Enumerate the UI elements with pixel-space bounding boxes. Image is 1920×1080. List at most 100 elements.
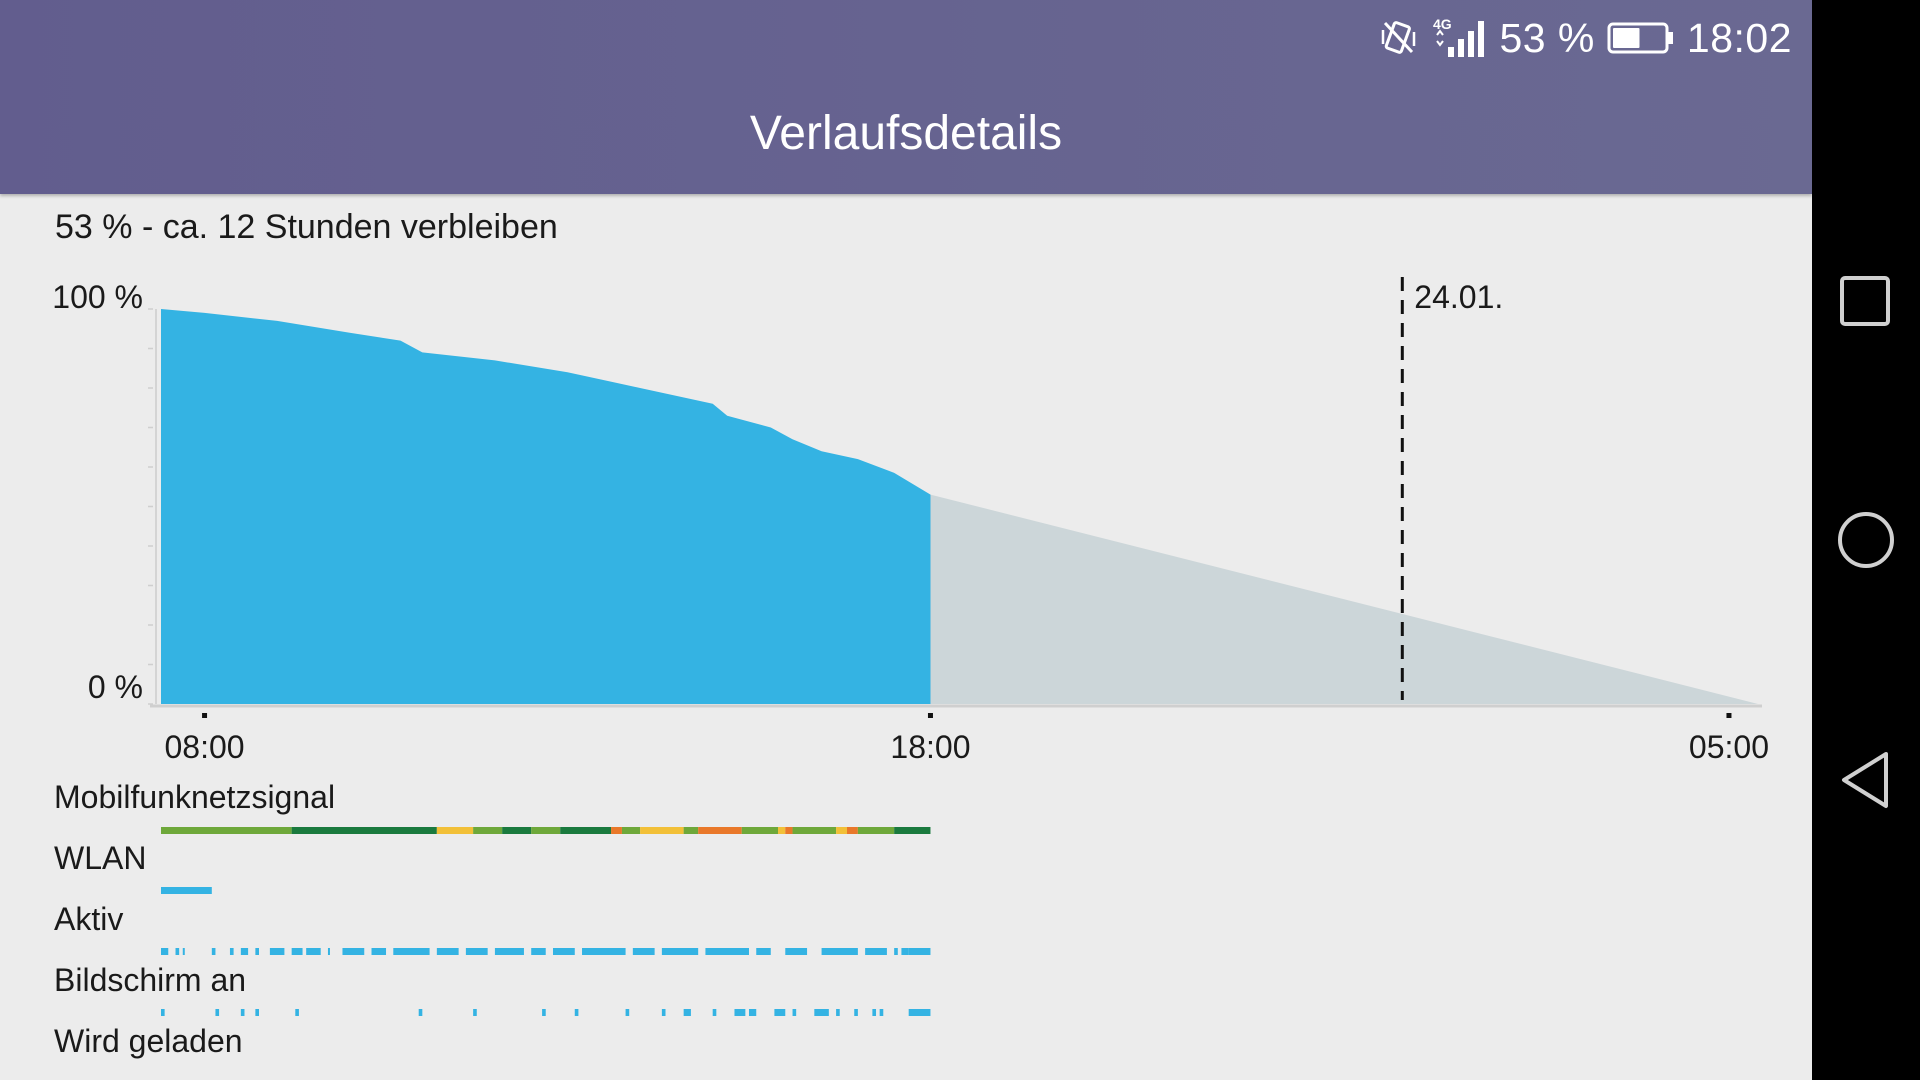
- screen-on-segment: [712, 1009, 717, 1016]
- active-segment: [632, 948, 655, 955]
- row-label-wlan: WLAN: [54, 840, 147, 876]
- signal-strength-segment: [741, 827, 779, 834]
- row-label-active: Aktiv: [54, 901, 124, 937]
- home-button[interactable]: [1812, 510, 1920, 570]
- history-details-content: 24.01. 100 % 0 % 08:00 18:00 05:00 53 % - ca.…: [0, 194, 1812, 1080]
- signal-strength-segment: [698, 827, 742, 834]
- signal-strength-segment: [161, 827, 292, 834]
- battery-percent: 53 %: [1499, 14, 1595, 61]
- y-tick-label: 100 %: [52, 279, 143, 315]
- signal-strength-segment: [502, 827, 532, 834]
- screen-on-segment: [295, 1009, 299, 1016]
- screen-on-segment: [879, 1009, 884, 1016]
- active-segment: [465, 948, 488, 955]
- active-segment: [342, 948, 365, 955]
- screen-on-segment: [255, 1009, 259, 1016]
- active-segment: [371, 948, 387, 955]
- battery-history-chart: 24.01. 100 % 0 % 08:00 18:00 05:00: [52, 277, 1769, 1016]
- active-segment: [908, 948, 931, 955]
- active-segment: [821, 948, 858, 955]
- active-segment: [327, 948, 330, 955]
- active-segment: [393, 948, 430, 955]
- x-tick-label: 08:00: [165, 729, 245, 765]
- signal-strength-segment: [857, 827, 895, 834]
- screen-on-segment: [161, 1009, 165, 1016]
- status-bar: 4G 53 % 18:02: [1379, 12, 1792, 64]
- active-segment: [785, 948, 808, 955]
- active-segment: [240, 948, 249, 955]
- screen-on-segment: [814, 1009, 829, 1016]
- battery-level-area: [161, 309, 931, 704]
- back-button[interactable]: [1812, 750, 1920, 810]
- active-segment: [865, 948, 887, 955]
- battery-icon: [1607, 21, 1675, 55]
- screen-on-segment: [774, 1009, 786, 1016]
- signal-strength-segment: [640, 827, 684, 834]
- status-time: 18:02: [1686, 14, 1792, 61]
- screen-on-segment: [872, 1009, 877, 1016]
- active-segment: [291, 948, 303, 955]
- active-segment: [894, 948, 898, 955]
- wlan-segment: [161, 887, 212, 894]
- signal-strength-segment: [778, 827, 786, 834]
- x-axis-tick: [202, 713, 208, 718]
- signal-strength-segment: [836, 827, 847, 834]
- x-tick-label: 18:00: [890, 729, 970, 765]
- circle-icon: [1838, 512, 1894, 568]
- battery-summary: 53 % - ca. 12 Stunden verbleiben: [55, 208, 558, 246]
- signal-strength-segment: [894, 827, 931, 834]
- active-segment: [229, 948, 234, 955]
- active-segment: [211, 948, 216, 955]
- active-segment: [494, 948, 524, 955]
- signal-strength-segment: [436, 827, 474, 834]
- signal-strength-segment: [473, 827, 503, 834]
- row-label-mobile-signal: Mobilfunknetzsignal: [54, 779, 336, 815]
- active-segment: [269, 948, 285, 955]
- active-segment: [582, 948, 626, 955]
- network-type-label: 4G: [1433, 16, 1452, 32]
- active-segment: [901, 948, 909, 955]
- active-segment: [552, 948, 575, 955]
- x-axis-tick: [927, 713, 933, 718]
- screen-on-segment: [542, 1009, 546, 1016]
- navigation-bar: [1812, 0, 1920, 1080]
- y-tick-label: 0 %: [88, 669, 143, 705]
- active-segment: [175, 948, 180, 955]
- active-segment: [661, 948, 699, 955]
- active-segment: [756, 948, 771, 955]
- screen-on-segment: [473, 1009, 477, 1016]
- screen-on-segment: [574, 1009, 579, 1016]
- row-label-charging: Wird geladen: [54, 1023, 243, 1059]
- signal-strength-segment: [611, 827, 622, 834]
- active-segment: [705, 948, 749, 955]
- signal-strength-segment: [531, 827, 561, 834]
- screen-on-segment: [240, 1009, 245, 1016]
- screen-on-segment: [836, 1009, 840, 1016]
- app-bar: 4G 53 % 18:02 Verlaufsdetails: [0, 0, 1812, 194]
- active-segment: [436, 948, 459, 955]
- active-segment: [255, 948, 259, 955]
- recents-button[interactable]: [1812, 274, 1920, 330]
- x-axis-tick: [1726, 713, 1732, 718]
- active-segment: [161, 948, 169, 955]
- screen-on-segment: [215, 1009, 220, 1016]
- signal-strength-segment: [291, 827, 437, 834]
- screen-on-segment: [792, 1009, 797, 1016]
- active-segment: [182, 948, 185, 955]
- signal-strength-segment: [560, 827, 612, 834]
- signal-strength-segment: [846, 827, 858, 834]
- signal-icon: 4G: [1431, 15, 1487, 61]
- screen-on-segment: [854, 1009, 858, 1016]
- triangle-back-icon: [1842, 752, 1888, 808]
- signal-strength-segment: [792, 827, 837, 834]
- row-label-screen-on: Bildschirm an: [54, 962, 247, 998]
- x-tick-label: 05:00: [1689, 729, 1769, 765]
- screen-on-segment: [734, 1009, 746, 1016]
- screen-on-segment: [418, 1009, 423, 1016]
- active-segment: [306, 948, 321, 955]
- projected-battery-area: [930, 494, 1758, 704]
- signal-strength-segment: [683, 827, 699, 834]
- screen-on-segment: [625, 1009, 630, 1016]
- date-marker-label: 24.01.: [1414, 279, 1503, 315]
- screen-on-segment: [683, 1009, 691, 1016]
